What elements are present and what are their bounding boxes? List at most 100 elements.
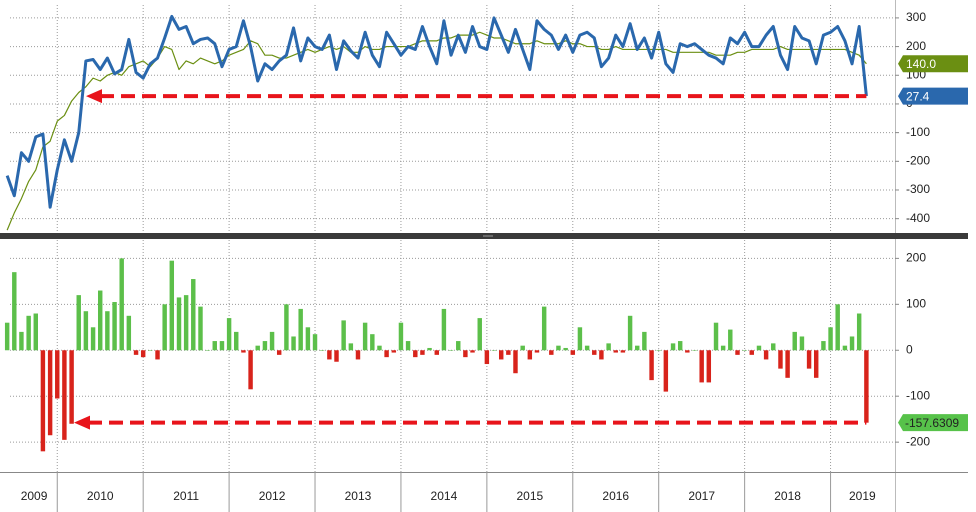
bar xyxy=(477,318,482,351)
bar xyxy=(219,341,225,351)
bar xyxy=(484,350,490,365)
bar xyxy=(792,331,797,351)
y-tick-label: 100 xyxy=(906,296,926,310)
arrow-head xyxy=(86,89,102,104)
value-box xyxy=(898,414,968,432)
bar xyxy=(541,306,547,351)
bar xyxy=(835,304,840,351)
bar xyxy=(534,350,540,353)
bar xyxy=(226,318,232,351)
bar xyxy=(613,350,618,353)
bar xyxy=(312,334,318,351)
bar xyxy=(90,327,96,351)
bar xyxy=(198,306,203,351)
y-tick-label: -300 xyxy=(906,182,930,196)
bar xyxy=(241,350,246,353)
bar xyxy=(663,350,669,392)
bar xyxy=(284,304,289,351)
bar xyxy=(642,331,647,351)
bar xyxy=(391,350,397,353)
bar xyxy=(570,350,576,355)
bar xyxy=(856,313,862,351)
bar xyxy=(763,350,769,360)
bar xyxy=(749,350,754,355)
y-tick-label: 300 xyxy=(906,10,926,24)
bar xyxy=(513,350,518,374)
bar xyxy=(728,329,733,351)
bar xyxy=(162,304,167,351)
bar xyxy=(685,350,690,353)
bar xyxy=(269,331,275,351)
bar xyxy=(348,343,354,351)
bar xyxy=(133,350,139,355)
x-tick-label: 2011 xyxy=(173,489,199,503)
bar xyxy=(362,322,368,351)
bar xyxy=(720,345,726,351)
bar xyxy=(627,315,633,351)
bar xyxy=(155,350,160,360)
bar xyxy=(813,350,819,378)
bar xyxy=(276,350,282,355)
bar xyxy=(355,350,361,360)
x-tick-label: 2009 xyxy=(21,489,48,503)
value-box xyxy=(898,87,968,105)
bar xyxy=(448,350,454,351)
y-tick-label: -100 xyxy=(906,125,930,139)
bar xyxy=(677,341,683,351)
bar xyxy=(205,350,210,351)
bar xyxy=(398,322,404,351)
bar xyxy=(656,350,661,351)
bar xyxy=(262,341,268,351)
value-box-label: 27.4 xyxy=(906,89,930,103)
value-box xyxy=(898,55,968,73)
bar xyxy=(191,279,196,351)
bar xyxy=(327,350,332,360)
bar xyxy=(420,350,425,355)
bar xyxy=(584,345,590,351)
y-tick-label: 200 xyxy=(906,39,926,53)
bar xyxy=(806,350,812,369)
bar xyxy=(799,336,805,351)
bar xyxy=(527,350,533,360)
arrow-head xyxy=(74,415,90,430)
bar xyxy=(785,350,790,378)
bar xyxy=(384,350,389,358)
bar xyxy=(556,345,561,351)
x-tick-label: 2014 xyxy=(431,489,458,503)
bar xyxy=(470,350,475,353)
bar xyxy=(506,350,511,355)
bar xyxy=(692,350,697,351)
bar xyxy=(126,315,132,351)
bar xyxy=(291,336,296,351)
x-tick-label: 2016 xyxy=(602,489,629,503)
bar xyxy=(821,341,826,351)
bar xyxy=(427,347,432,351)
bar xyxy=(771,343,776,351)
bar xyxy=(334,350,339,362)
bar xyxy=(670,343,676,351)
bar xyxy=(298,308,303,351)
bar xyxy=(520,345,525,351)
bar xyxy=(169,260,175,351)
bar xyxy=(563,347,568,351)
bar xyxy=(828,327,833,351)
x-tick-label: 2010 xyxy=(87,489,114,503)
bar xyxy=(47,350,53,436)
bar xyxy=(635,345,640,351)
bar xyxy=(140,350,146,358)
bar xyxy=(606,343,611,351)
y-tick-label: -200 xyxy=(906,153,930,167)
bar xyxy=(864,350,869,423)
bar xyxy=(706,350,712,383)
bar xyxy=(319,350,325,351)
y-tick-label: 200 xyxy=(906,251,926,265)
y-tick-label: -400 xyxy=(906,211,930,225)
bar xyxy=(248,350,253,390)
bar xyxy=(849,336,855,351)
bar xyxy=(234,331,239,351)
line-series xyxy=(5,14,868,209)
y-tick-label: 0 xyxy=(906,342,913,356)
